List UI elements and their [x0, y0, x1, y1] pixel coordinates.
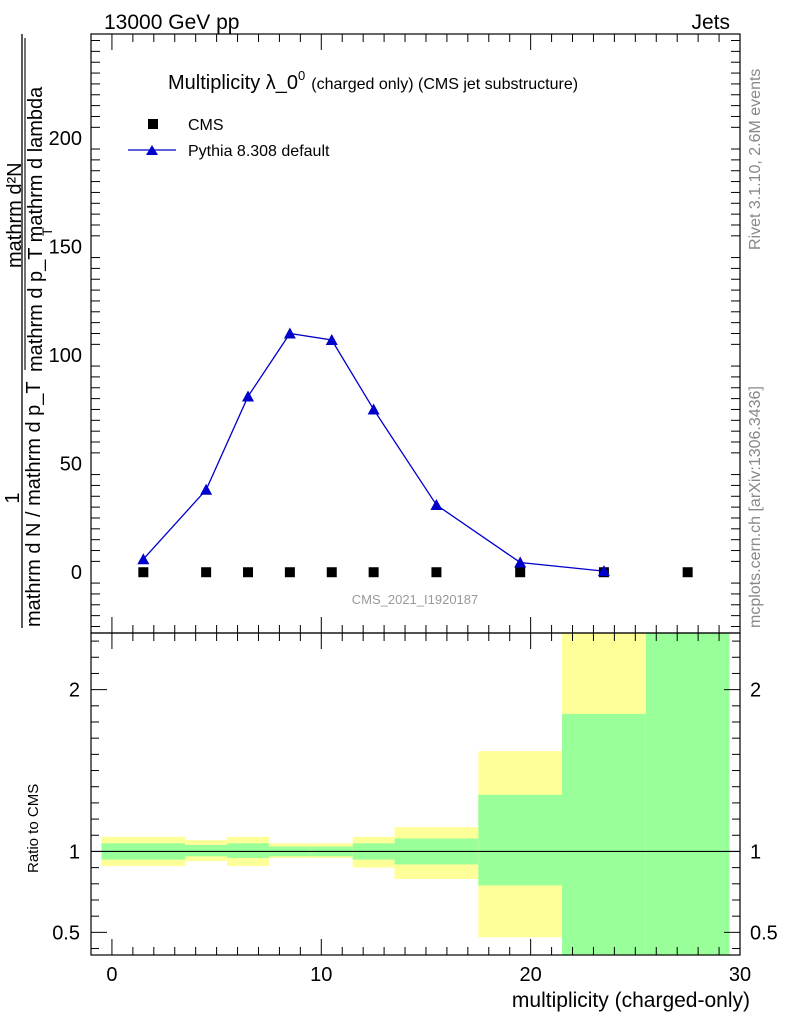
main-ytick-label-150: 150 [49, 237, 82, 259]
ratio-ytick-label-right-1: 1 [750, 841, 761, 863]
pythia-point-4 [325, 334, 338, 346]
cms-point-5 [368, 567, 379, 578]
cms-point-7 [515, 567, 526, 578]
ylabel-fraction-bottom: mathrm d p_T mathrm d lambda [25, 86, 47, 372]
pythia-point-6 [430, 498, 443, 510]
main-ytick-label-0: 0 [71, 562, 82, 584]
legend-cms-label: CMS [188, 117, 224, 134]
legend-pythia-label: Pythia 8.308 default [188, 143, 330, 160]
axes: 0 10 20 30 0 50 100 150 200 0.5 0.5 1 1 2 2 [49, 33, 778, 986]
ylabel-sub-t: T [39, 227, 55, 236]
ratio-ylabel: Ratio to CMS [25, 784, 42, 873]
rivet-label: Rivet 3.1.10, 2.6M events [747, 69, 764, 250]
stat-band-1 [185, 844, 228, 857]
ratio-ytick-label-right-2: 2 [750, 680, 761, 702]
pythia-point-2 [242, 390, 255, 402]
main-ytick-label-200: 200 [49, 128, 82, 150]
x-tick-label-0: 0 [106, 964, 117, 986]
cms-point-0 [138, 567, 149, 578]
legend: CMS Pythia 8.308 default [128, 117, 330, 160]
stat-band-7 [478, 794, 563, 886]
x-axis-label: multiplicity (charged-only) [512, 989, 750, 1012]
pythia-point-3 [283, 327, 296, 339]
legend-cms-marker [148, 119, 158, 129]
plot-title: Multiplicity λ_00 (charged only) (CMS jet… [168, 68, 578, 94]
pythia-line [142, 332, 604, 572]
main-ytick-label-100: 100 [49, 345, 82, 367]
pythia-point-5 [367, 403, 380, 415]
ylabel-numerator-top: 1 [2, 492, 24, 503]
pythia-point-0 [137, 553, 150, 565]
legend-pythia-marker [146, 145, 158, 155]
ratio-ytick-label-left-1: 1 [69, 841, 80, 863]
x-tick-label-30: 30 [729, 964, 751, 986]
header-right: Jets [691, 11, 730, 34]
plot-title-suffix: (charged only) (CMS jet substructure) [311, 76, 578, 93]
ratio-ytick-label-left-0.5: 0.5 [52, 922, 80, 944]
cms-point-3 [284, 567, 295, 578]
stat-band-9 [645, 633, 730, 955]
header-left: 13000 GeV pp [104, 11, 239, 34]
pythia-point-8 [597, 565, 610, 577]
ratio-frame [90, 632, 741, 956]
mcplots-label: mcplots.cern.ch [arXiv:1306.3436] [747, 386, 764, 628]
ylabel-denominator: mathrm d N / mathrm d p_T [23, 381, 45, 627]
cms-point-9 [682, 567, 693, 578]
main-ylabel: 1 mathrm d N / mathrm d p_T mathrm d²N m… [2, 34, 55, 628]
ratio-ytick-label-right-0.5: 0.5 [750, 922, 778, 944]
x-tick-label-10: 10 [310, 964, 332, 986]
stat-band-2 [227, 843, 269, 858]
cms-point-4 [326, 567, 337, 578]
plot-title-sup: 0 [298, 68, 305, 83]
main-ytick-label-50: 50 [60, 454, 82, 476]
ylabel-fraction-top: mathrm d²N [4, 162, 26, 268]
cms-point-6 [431, 567, 442, 578]
cms-point-2 [243, 567, 254, 578]
pythia-point-7 [514, 556, 527, 568]
ratio-ytick-label-left-2: 2 [69, 680, 80, 702]
x-tick-label-20: 20 [520, 964, 542, 986]
pythia-point-1 [200, 483, 213, 495]
cms-point-1 [201, 567, 212, 578]
stat-band-8 [562, 713, 646, 955]
main-series [137, 327, 693, 578]
ratio-bands [91, 633, 740, 955]
plot-title-main: Multiplicity λ_0 [168, 72, 298, 94]
analysis-label: CMS_2021_I1920187 [352, 592, 479, 607]
